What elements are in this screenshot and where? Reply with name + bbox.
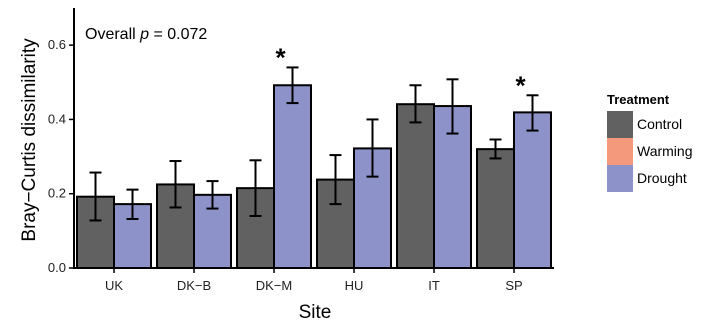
legend-title: Treatment: [607, 92, 670, 107]
x-tick-label-5: SP: [505, 278, 522, 293]
x-tick-label-3: HU: [345, 278, 364, 293]
x-tick-label-2: DK−M: [256, 278, 292, 293]
annotation-p-italic: p: [139, 26, 149, 43]
significance-star-1: *: [515, 70, 526, 100]
legend: Treatment Control Warming Drought: [607, 92, 693, 192]
annotation-prefix: Overall: [85, 26, 140, 43]
y-tick-label-1: 0.2: [48, 186, 66, 201]
legend-label-control: Control: [637, 116, 682, 132]
y-axis-title: Bray−Curtis dissimilarity: [19, 38, 40, 242]
legend-swatch-drought: [607, 165, 633, 192]
bar-drought-5: [513, 111, 552, 269]
bar-drought-2: [273, 84, 312, 269]
y-tick-label-2: 0.4: [48, 111, 66, 126]
bar-control-4: [396, 103, 435, 269]
y-tick-label-0: 0.0: [48, 260, 66, 275]
annotation-suffix: = 0.072: [149, 26, 207, 43]
y-tick-label-3: 0.6: [48, 37, 66, 52]
legend-label-drought: Drought: [637, 170, 687, 186]
x-tick-label-4: IT: [428, 278, 440, 293]
legend-swatch-warming: [607, 138, 633, 165]
x-tick-label-0: UK: [105, 278, 123, 293]
x-axis-title: Site: [299, 302, 332, 323]
bar-control-5: [476, 148, 515, 269]
x-tick-label-1: DK−B: [177, 278, 211, 293]
legend-swatch-control: [607, 111, 633, 138]
significance-star-0: *: [275, 42, 286, 72]
overall-p-annotation: Overall p = 0.072: [85, 26, 207, 43]
legend-label-warming: Warming: [637, 143, 693, 159]
